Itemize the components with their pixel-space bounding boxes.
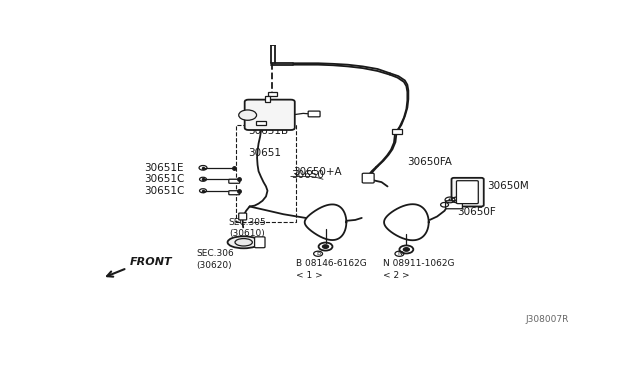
Text: 30650M: 30650M bbox=[486, 182, 529, 192]
Ellipse shape bbox=[228, 236, 260, 248]
Ellipse shape bbox=[235, 238, 252, 246]
Text: 30650FA: 30650FA bbox=[408, 157, 452, 167]
Text: FRONT: FRONT bbox=[129, 257, 172, 267]
FancyBboxPatch shape bbox=[239, 213, 246, 220]
Text: B: B bbox=[316, 251, 320, 256]
FancyBboxPatch shape bbox=[456, 181, 478, 203]
FancyBboxPatch shape bbox=[392, 129, 402, 134]
FancyBboxPatch shape bbox=[308, 111, 320, 117]
Text: 30651B: 30651B bbox=[249, 126, 289, 135]
Text: SEC.306
(30620): SEC.306 (30620) bbox=[196, 249, 234, 270]
Text: 30651C: 30651C bbox=[145, 174, 185, 184]
Text: J308007R: J308007R bbox=[525, 315, 568, 324]
Text: 30651E: 30651E bbox=[145, 163, 184, 173]
Text: 30650: 30650 bbox=[291, 170, 324, 180]
FancyBboxPatch shape bbox=[255, 237, 265, 248]
FancyBboxPatch shape bbox=[445, 201, 463, 209]
Circle shape bbox=[323, 245, 328, 248]
Text: N 08911-1062G
< 2 >: N 08911-1062G < 2 > bbox=[383, 259, 454, 279]
FancyBboxPatch shape bbox=[264, 96, 271, 102]
Circle shape bbox=[239, 110, 257, 120]
Text: 30650+A: 30650+A bbox=[293, 167, 342, 177]
Text: 30651: 30651 bbox=[249, 148, 282, 158]
Text: B 08146-6162G
< 1 >: B 08146-6162G < 1 > bbox=[296, 259, 367, 279]
FancyBboxPatch shape bbox=[451, 178, 484, 206]
FancyBboxPatch shape bbox=[268, 93, 277, 96]
FancyBboxPatch shape bbox=[229, 179, 240, 183]
Text: SEC.305
(30610): SEC.305 (30610) bbox=[229, 218, 266, 238]
Circle shape bbox=[403, 248, 410, 251]
Text: N: N bbox=[397, 251, 402, 256]
FancyBboxPatch shape bbox=[244, 100, 295, 130]
FancyBboxPatch shape bbox=[362, 173, 374, 183]
Text: 30650F: 30650F bbox=[457, 207, 496, 217]
FancyBboxPatch shape bbox=[229, 191, 240, 195]
Text: 30651C: 30651C bbox=[145, 186, 185, 196]
FancyBboxPatch shape bbox=[256, 121, 266, 125]
